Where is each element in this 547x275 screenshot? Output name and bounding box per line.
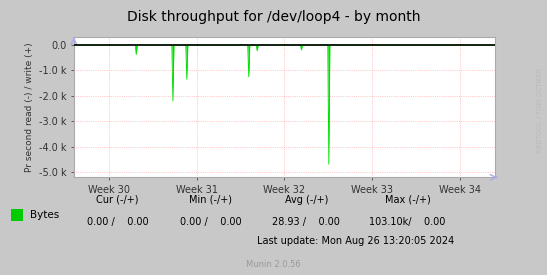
Text: Disk throughput for /dev/loop4 - by month: Disk throughput for /dev/loop4 - by mont…: [127, 10, 420, 24]
Text: RRDTOOL / TOBI OETIKER: RRDTOOL / TOBI OETIKER: [537, 67, 543, 153]
Y-axis label: Pr second read (-) / write (+): Pr second read (-) / write (+): [25, 42, 34, 172]
Text: 28.93 /    0.00: 28.93 / 0.00: [272, 217, 340, 227]
Text: Cur (-/+): Cur (-/+): [96, 195, 139, 205]
Text: 103.10k/    0.00: 103.10k/ 0.00: [369, 217, 446, 227]
Text: Last update: Mon Aug 26 13:20:05 2024: Last update: Mon Aug 26 13:20:05 2024: [257, 236, 454, 246]
Text: Min (-/+): Min (-/+): [189, 195, 232, 205]
Text: Max (-/+): Max (-/+): [385, 195, 430, 205]
Text: 0.00 /    0.00: 0.00 / 0.00: [87, 217, 148, 227]
Text: Munin 2.0.56: Munin 2.0.56: [246, 260, 301, 269]
Text: Bytes: Bytes: [30, 210, 59, 220]
Text: Avg (-/+): Avg (-/+): [284, 195, 328, 205]
Text: 0.00 /    0.00: 0.00 / 0.00: [180, 217, 241, 227]
